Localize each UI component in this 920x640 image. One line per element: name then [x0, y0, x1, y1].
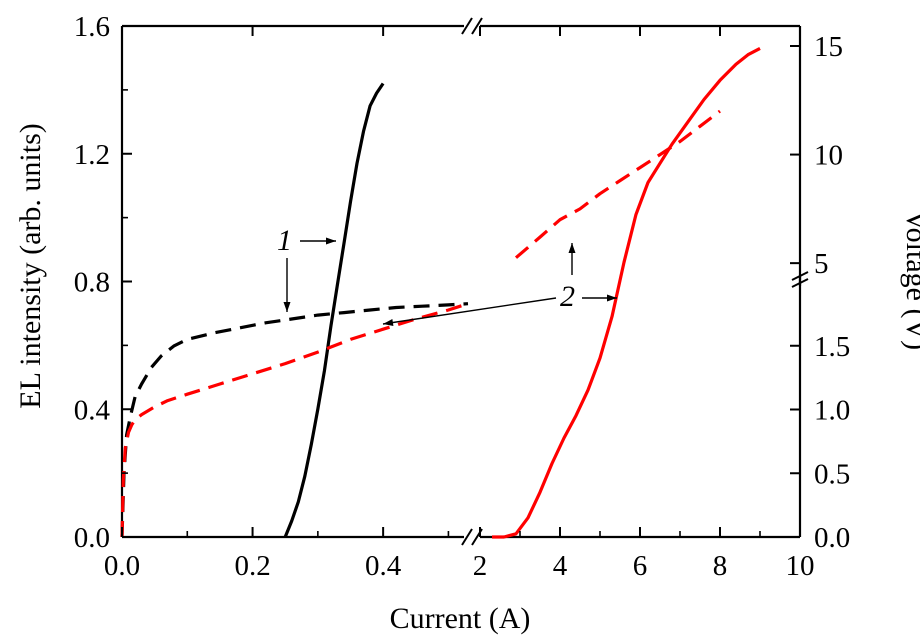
series-1-solid-a: [283, 82, 385, 538]
y-right-tick-label-lower-3: 1.5: [814, 331, 850, 363]
y-left-tick-label-2: 0.8: [74, 267, 110, 299]
y-axis-left-title: EL intensity (arb. units): [14, 123, 47, 409]
y-axis-right-break: [791, 271, 809, 288]
y-right-tick-label-upper-0: 5: [814, 248, 829, 280]
y-left-tick-label-3: 1.2: [74, 139, 110, 171]
series-2-dashed-b: [514, 109, 721, 259]
x-tick-label-left-1: 0.2: [234, 550, 270, 582]
y-axis-right-title: Voltage (V): [900, 210, 920, 350]
y-right-tick-label-lower-2: 1.0: [814, 395, 850, 427]
annotation-2-arrow-right: [582, 294, 617, 302]
x-tick-label-right-4: 10: [786, 550, 815, 582]
series-1-dashed-a: [120, 302, 469, 538]
y-right-tick-label-upper-1: 10: [814, 140, 843, 172]
annotation-2-arrow-up: [568, 243, 576, 275]
x-tick-label-right-2: 6: [633, 550, 648, 582]
series-2-solid-a: [492, 46, 761, 539]
y-right-tick-label-lower-1: 0.5: [814, 458, 850, 490]
annotation-1-arrow-right: [300, 237, 336, 245]
y-left-tick-label-0: 0.0: [74, 522, 110, 554]
x-axis-break-top: [461, 17, 483, 35]
y-right-tick-label-upper-2: 15: [814, 31, 843, 63]
annotation-1-arrow-down: [283, 258, 291, 312]
y-right-tick-label-lower-0: 0.0: [814, 522, 850, 554]
x-axis-title: Current (A): [390, 602, 531, 635]
series-2-dashed-a: [120, 302, 469, 538]
x-tick-label-right-3: 8: [713, 550, 728, 582]
x-tick-label-left-0: 0.0: [104, 550, 140, 582]
x-tick-label-right-1: 4: [553, 550, 568, 582]
y-left-tick-label-1: 0.4: [74, 394, 111, 426]
annotation-label-2: 2: [560, 280, 575, 313]
annotation-label-1: 1: [277, 224, 292, 257]
x-tick-label-left-2: 0.4: [365, 550, 402, 582]
x-tick-label-right-0: 2: [473, 550, 488, 582]
annotation-2-arrow-left: [382, 297, 557, 326]
y-left-tick-label-4: 1.6: [74, 11, 110, 43]
